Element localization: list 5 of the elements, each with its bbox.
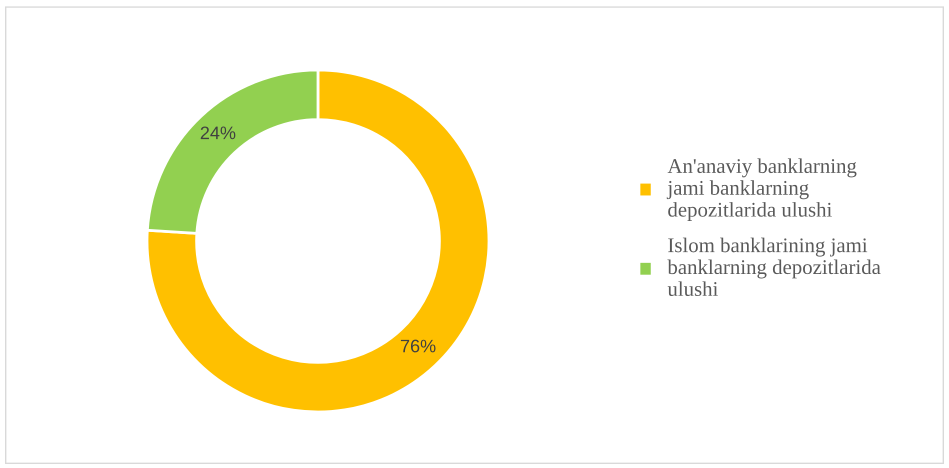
data-label: 76% — [400, 340, 436, 352]
legend-label: An'anaviy banklarning jami banklarning depozitlarida ulushi — [666, 158, 856, 221]
donut-slice — [147, 70, 489, 412]
data-label: 24% — [200, 126, 236, 140]
legend-label: Islom banklarining jami banklarning depozitlarida ulushi — [667, 238, 881, 296]
